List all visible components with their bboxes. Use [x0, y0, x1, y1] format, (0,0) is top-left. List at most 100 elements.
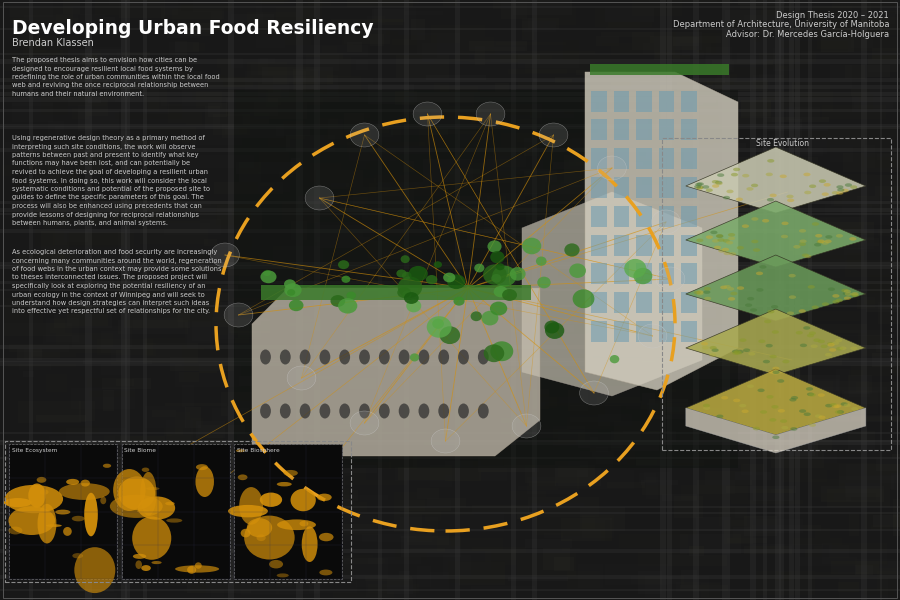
Bar: [212, 459, 262, 475]
Bar: [0, 440, 900, 445]
Bar: [330, 502, 367, 512]
Bar: [65, 28, 114, 33]
Bar: [792, 29, 849, 40]
Bar: [18, 401, 81, 422]
Bar: [5, 115, 44, 136]
Bar: [56, 174, 81, 190]
Bar: [266, 85, 281, 107]
Bar: [595, 104, 608, 123]
Bar: [622, 230, 652, 246]
Ellipse shape: [799, 229, 806, 233]
Bar: [285, 573, 337, 584]
Bar: [177, 72, 224, 89]
Text: Brendan Klassen: Brendan Klassen: [12, 38, 94, 49]
Bar: [509, 326, 557, 348]
Bar: [458, 479, 503, 498]
Bar: [152, 410, 176, 417]
Bar: [21, 530, 53, 535]
Bar: [776, 572, 791, 581]
Bar: [602, 43, 627, 65]
Bar: [524, 320, 559, 342]
Bar: [844, 564, 889, 582]
Bar: [855, 483, 879, 499]
Bar: [896, 303, 900, 314]
Bar: [762, 91, 833, 110]
Bar: [446, 461, 481, 481]
Bar: [128, 292, 148, 298]
Bar: [789, 0, 795, 600]
Bar: [161, 8, 224, 19]
Bar: [268, 132, 290, 148]
Bar: [636, 119, 652, 140]
Bar: [331, 183, 349, 189]
Bar: [10, 7, 73, 23]
Bar: [24, 126, 53, 145]
Bar: [770, 449, 824, 469]
Bar: [67, 571, 95, 581]
Bar: [229, 0, 234, 600]
Bar: [393, 377, 419, 385]
Bar: [53, 232, 124, 245]
Bar: [291, 499, 351, 510]
Bar: [255, 21, 265, 30]
Bar: [394, 470, 421, 475]
Bar: [4, 323, 72, 336]
Bar: [753, 186, 811, 209]
Ellipse shape: [804, 173, 811, 176]
Bar: [827, 344, 850, 359]
Ellipse shape: [850, 185, 858, 189]
Bar: [174, 5, 240, 19]
Bar: [572, 361, 612, 376]
Bar: [343, 307, 378, 312]
Bar: [332, 460, 350, 476]
Bar: [382, 317, 402, 335]
Bar: [666, 310, 716, 318]
Bar: [513, 490, 534, 513]
Ellipse shape: [834, 404, 842, 408]
Bar: [262, 298, 325, 307]
Bar: [778, 376, 841, 398]
Bar: [359, 19, 407, 37]
Bar: [300, 357, 321, 361]
Bar: [557, 379, 594, 395]
Bar: [0, 589, 900, 591]
Bar: [23, 15, 77, 22]
Ellipse shape: [818, 416, 825, 419]
Bar: [179, 490, 216, 502]
Bar: [738, 0, 785, 5]
Bar: [218, 110, 267, 119]
Bar: [76, 519, 125, 530]
Bar: [304, 380, 340, 403]
Ellipse shape: [141, 467, 149, 472]
Bar: [879, 442, 900, 453]
Bar: [461, 135, 511, 144]
Bar: [396, 391, 417, 404]
Bar: [872, 353, 896, 367]
Bar: [389, 85, 430, 100]
Bar: [614, 119, 629, 140]
Bar: [325, 490, 358, 501]
Bar: [566, 339, 616, 356]
Ellipse shape: [359, 403, 370, 419]
Bar: [321, 556, 351, 560]
Bar: [846, 464, 900, 480]
Bar: [9, 65, 78, 81]
Bar: [326, 382, 363, 401]
Bar: [230, 480, 254, 483]
Bar: [447, 202, 519, 223]
Ellipse shape: [702, 346, 709, 349]
Bar: [591, 321, 607, 342]
Bar: [728, 409, 763, 415]
Ellipse shape: [788, 274, 796, 277]
Ellipse shape: [113, 469, 146, 511]
Bar: [637, 571, 662, 595]
Bar: [594, 189, 632, 196]
Ellipse shape: [807, 392, 815, 396]
Bar: [0, 53, 900, 55]
Ellipse shape: [260, 493, 282, 507]
Bar: [741, 464, 764, 475]
Bar: [217, 263, 280, 275]
Bar: [629, 265, 701, 279]
Ellipse shape: [807, 285, 815, 289]
Ellipse shape: [537, 277, 551, 289]
